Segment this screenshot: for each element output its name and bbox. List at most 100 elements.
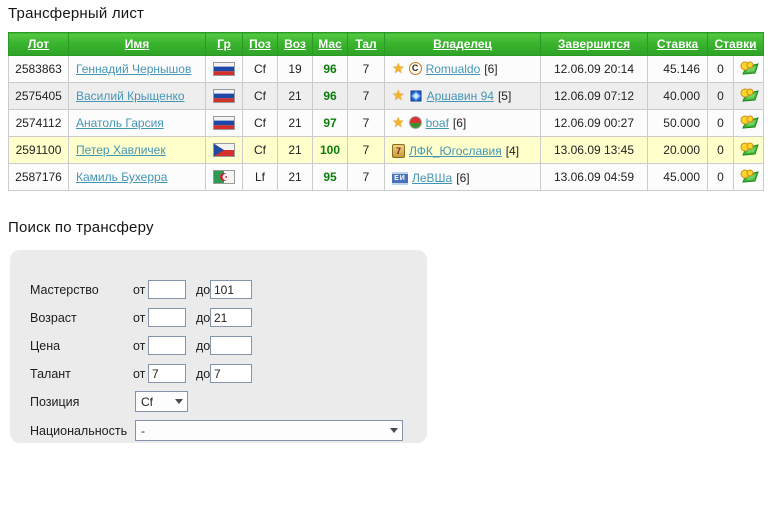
position-select[interactable]: Cf — [135, 391, 188, 412]
sort-name-link[interactable]: Имя — [124, 37, 150, 51]
player-link[interactable]: Анатоль Гарсия — [76, 116, 164, 130]
sort-age-link[interactable]: Воз — [284, 37, 306, 51]
price-to-input[interactable] — [210, 336, 252, 355]
table-row: 2587176 Камиль Бухерра Lf 21 95 7 ЕИ ЛеВШ… — [8, 163, 765, 191]
bids-count: 0 — [707, 136, 734, 164]
belarus-circle-icon — [408, 116, 422, 130]
age-value: 21 — [277, 109, 313, 137]
col-header-bid: Ставка — [647, 32, 708, 56]
age-to-input[interactable] — [210, 308, 252, 327]
from-label: от — [133, 283, 146, 297]
sort-lot-link[interactable]: Лот — [27, 37, 50, 51]
sort-pos-link[interactable]: Поз — [249, 37, 271, 51]
mastery-from-input[interactable] — [148, 280, 186, 299]
owner-rating: [6] — [452, 115, 467, 130]
position-select-value: Cf — [141, 394, 153, 409]
talent-from-input[interactable] — [148, 364, 186, 383]
talent-label: Талант — [30, 367, 71, 381]
to-label: до — [196, 311, 211, 325]
age-from-input[interactable] — [148, 308, 186, 327]
col-header-name: Имя — [68, 32, 206, 56]
owner-link[interactable]: ЛеВШа — [412, 171, 453, 186]
player-link[interactable]: Камиль Бухерра — [76, 170, 168, 184]
from-label: от — [133, 367, 146, 381]
search-section-title: Поиск по трансферу — [8, 219, 154, 236]
sort-owner-link[interactable]: Владелец — [433, 37, 492, 51]
sort-skill-link[interactable]: Мас — [318, 37, 342, 51]
col-header-lot: Лот — [8, 32, 69, 56]
sort-bid-link[interactable]: Ставка — [656, 37, 699, 51]
col-header-pos: Поз — [242, 32, 278, 56]
talent-to-input[interactable] — [210, 364, 252, 383]
transfer-table: Лот Имя Гр Поз Воз Мас Тал Владелец Заве… — [8, 32, 765, 191]
money-bag-icon[interactable] — [739, 61, 759, 78]
money-bag-icon[interactable] — [739, 169, 759, 186]
favorite-star-icon[interactable]: ★ — [392, 60, 405, 77]
bid-amount: 45.000 — [647, 163, 708, 191]
age-value: 19 — [277, 55, 313, 83]
owner-rating: [5] — [497, 88, 512, 103]
table-row: 2575405 Василий Крыщенко Cf 21 96 7 ★ Арш… — [8, 82, 765, 110]
chevron-down-icon — [171, 392, 187, 411]
table-row: 2574112 Анатоль Гарсия Cf 21 97 7 ★ boaf[… — [8, 109, 765, 137]
position-value: Cf — [242, 55, 278, 83]
sort-bids-link[interactable]: Ставки — [714, 37, 757, 51]
col-header-owner: Владелец — [384, 32, 541, 56]
col-header-country: Гр — [205, 32, 243, 56]
position-value: Cf — [242, 82, 278, 110]
skill-value: 96 — [323, 62, 337, 76]
sort-country-link[interactable]: Гр — [217, 37, 231, 51]
owner-link[interactable]: Аршавин 94 — [426, 88, 494, 103]
money-bag-icon[interactable] — [739, 88, 759, 105]
col-header-bids: Ставки — [706, 32, 765, 56]
position-value: Lf — [242, 163, 278, 191]
copyright-badge-icon: C — [408, 62, 422, 76]
position-label: Позиция — [30, 395, 80, 409]
money-bag-icon[interactable] — [739, 142, 759, 159]
mastery-label: Мастерство — [30, 283, 99, 297]
sort-talent-link[interactable]: Тал — [355, 37, 377, 51]
nationality-select[interactable]: - — [135, 420, 403, 441]
money-bag-icon[interactable] — [739, 115, 759, 132]
col-header-age: Воз — [277, 32, 313, 56]
position-value: Cf — [242, 136, 278, 164]
flag-russia-icon — [213, 62, 235, 77]
skill-value: 95 — [323, 170, 337, 184]
position-value: Cf — [242, 109, 278, 137]
owner-link[interactable]: ЛФК_Югославия — [409, 143, 502, 158]
ends-datetime: 12.06.09 20:14 — [540, 55, 648, 83]
page-title: Трансферный лист — [8, 5, 145, 22]
player-link[interactable]: Петер Хавличек — [76, 143, 166, 157]
talent-value: 7 — [347, 163, 385, 191]
trophy-badge-icon: 7 — [392, 143, 405, 158]
favorite-star-icon[interactable]: ★ — [392, 87, 405, 104]
flag-russia-icon — [213, 116, 235, 131]
owner-link[interactable]: boaf — [425, 115, 449, 130]
chevron-down-icon — [386, 421, 402, 440]
flag-russia-icon — [213, 89, 235, 104]
table-row-highlighted: 2591100 Петер Хавличек Cf 21 100 7 7 ЛФК_… — [8, 136, 765, 164]
player-link[interactable]: Геннадий Чернышов — [76, 62, 192, 76]
lot-number: 2574112 — [8, 109, 69, 137]
sort-ends-link[interactable]: Завершится — [557, 37, 631, 51]
bids-count: 0 — [707, 82, 734, 110]
flag-algeria-icon — [213, 170, 235, 185]
owner-rating: [4] — [505, 143, 520, 158]
col-header-skill: Мас — [312, 32, 348, 56]
to-label: до — [196, 339, 211, 353]
ends-datetime: 13.06.09 04:59 — [540, 163, 648, 191]
favorite-star-icon[interactable]: ★ — [392, 114, 405, 131]
blue-gem-icon — [409, 89, 423, 104]
ends-datetime: 12.06.09 07:12 — [540, 82, 648, 110]
owner-link[interactable]: Romualdo — [425, 61, 481, 76]
talent-value: 7 — [347, 136, 385, 164]
to-label: до — [196, 367, 211, 381]
player-link[interactable]: Василий Крыщенко — [76, 89, 185, 103]
skill-value: 100 — [319, 143, 341, 157]
mastery-to-input[interactable] — [210, 280, 252, 299]
letters-badge-icon: ЕИ — [392, 171, 408, 185]
lot-number: 2587176 — [8, 163, 69, 191]
nationality-select-value: - — [141, 423, 145, 438]
price-from-input[interactable] — [148, 336, 186, 355]
